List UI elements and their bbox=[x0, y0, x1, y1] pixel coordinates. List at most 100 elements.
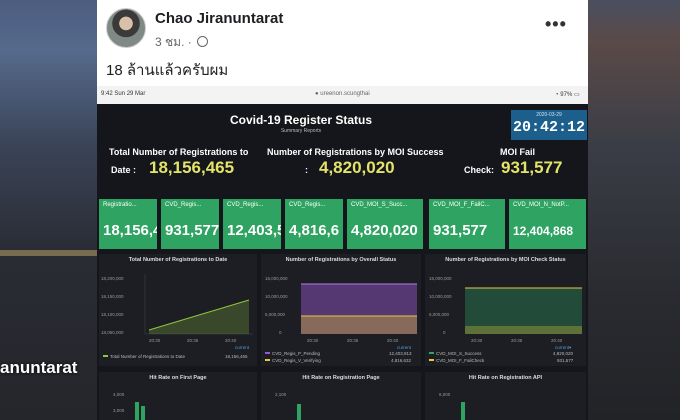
chart-hit-rate-registration-page: 2,100 bbox=[275, 392, 301, 420]
post-author[interactable]: Chao Jiranuntarat bbox=[155, 10, 284, 27]
panel-overall-status[interactable]: Number of Registrations by Overall Statu… bbox=[261, 254, 421, 366]
stat-moi-fail-label: MOI Fail bbox=[500, 147, 536, 157]
blurred-background-right bbox=[588, 0, 680, 420]
legend-swatch bbox=[265, 359, 270, 361]
clock-date: 2020-03-29 bbox=[536, 112, 562, 118]
legend-item: CVD_MOI_F_FailCheck bbox=[429, 358, 484, 363]
panel-moi-check-status[interactable]: Number of Registrations by MOI Check Sta… bbox=[425, 254, 586, 366]
legend-item: Total Number of Registrations to Date bbox=[103, 354, 185, 359]
facebook-post-card: Chao Jiranuntarat 3 ชม. · ••• 18 ล้านแล้… bbox=[97, 0, 588, 420]
series-verifying-area bbox=[301, 316, 417, 334]
legend-current-header: current bbox=[235, 345, 250, 350]
panel-total-registrations[interactable]: Total Number of Registrations to Date 18… bbox=[99, 254, 257, 366]
legend-swatch bbox=[265, 352, 270, 354]
blurred-background-stripe bbox=[0, 250, 97, 256]
legend-value: 12,403,913 bbox=[389, 351, 412, 356]
y-tick: 4,000 bbox=[113, 392, 125, 397]
stat-moi-fail-value: 931,577 bbox=[501, 158, 563, 177]
blurred-background-left bbox=[0, 0, 97, 420]
tile-cvd-regis-3[interactable]: CVD_Regis... 4,816,6 bbox=[285, 199, 343, 249]
legend-current-header[interactable]: current▾ bbox=[555, 345, 572, 350]
screenshot-image[interactable]: 9:42 Sun 29 Mar ● ureenon.scungthai ◔ 97… bbox=[97, 86, 588, 420]
y-tick: 15,000,000 bbox=[265, 276, 288, 281]
tile-label: CVD_Regis... bbox=[165, 202, 202, 208]
hit-bar bbox=[141, 406, 145, 420]
clock-time: 20:42:12 bbox=[512, 119, 585, 136]
tile-cvd-regis-2[interactable]: CVD_Regis... 12,403,5 bbox=[223, 199, 281, 249]
legend-value: 18,156,465 bbox=[225, 354, 248, 359]
status-battery: ◔ 97% ▭ bbox=[555, 92, 580, 98]
series-pending-area bbox=[301, 284, 417, 334]
status-time: 9:42 Sun 29 Mar bbox=[101, 91, 146, 97]
more-options-icon[interactable]: ••• bbox=[545, 14, 567, 34]
panel-title: Hit Rate on Registration API bbox=[468, 375, 543, 381]
hit-bar bbox=[297, 404, 301, 420]
panel-hit-rate-registration-api[interactable]: Hit Rate on Registration API 6,000 bbox=[425, 372, 586, 420]
legend-item: CVD_MOI_S_Success bbox=[429, 351, 482, 356]
panel-title: Total Number of Registrations to Date bbox=[128, 257, 228, 263]
tile-label: CVD_Regis... bbox=[227, 202, 264, 208]
x-tick: 20:35 bbox=[347, 338, 359, 343]
x-tick: 20:35 bbox=[511, 338, 523, 343]
series-fail-area bbox=[465, 326, 582, 334]
y-tick: 15,000,000 bbox=[429, 276, 452, 281]
stat-moi-fail-label-2: Check: bbox=[464, 165, 495, 175]
post-time-text: 3 ชม. · bbox=[155, 35, 192, 49]
tile-cvd-regis-1[interactable]: CVD_Regis... 931,577 bbox=[161, 199, 219, 249]
y-tick: 18,050,000 bbox=[101, 330, 124, 335]
tile-moi-not-processed[interactable]: CVD_MOI_N_NotP... 12,404,868 bbox=[509, 199, 586, 249]
x-tick: 20:35 bbox=[187, 338, 199, 343]
tile-value: 12,403,5 bbox=[227, 222, 281, 239]
panel-title: Hit Rate on First Page bbox=[149, 375, 207, 381]
globe-icon bbox=[197, 36, 209, 47]
x-tick: 20:30 bbox=[471, 338, 483, 343]
dashboard-subtitle: Summary Reports bbox=[280, 128, 322, 134]
tile-moi-success[interactable]: CVD_MOI_S_Succ... 4,820,020 bbox=[347, 199, 423, 249]
chart-moi-check-status: 15,000,000 10,000,000 5,000,000 0 20:30 … bbox=[429, 276, 582, 343]
tile-label: CVD_MOI_S_Succ... bbox=[351, 202, 408, 208]
legend-current-header: current bbox=[397, 345, 412, 350]
chart-hit-rate-registration-api: 6,000 bbox=[439, 392, 465, 420]
legend-swatch bbox=[103, 355, 108, 357]
y-tick: 18,150,000 bbox=[101, 294, 124, 299]
stat-total-label-2: Date : bbox=[111, 165, 137, 175]
panel-hit-rate-registration-page[interactable]: Hit Rate on Registration Page 2,100 bbox=[261, 372, 421, 420]
tile-label: CVD_Regis... bbox=[289, 202, 326, 208]
panel-hit-rate-first-page[interactable]: Hit Rate on First Page 4,000 3,000 bbox=[99, 372, 257, 420]
post-text: 18 ล้านแล้วครับผม bbox=[106, 62, 229, 79]
tile-label: CVD_MOI_F_FailC... bbox=[433, 202, 490, 208]
panel-title: Number of Registrations by Overall Statu… bbox=[285, 257, 397, 263]
stat-moi-success-label: Number of Registrations by MOI Success bbox=[267, 147, 444, 157]
y-tick: 10,000,000 bbox=[429, 294, 452, 299]
x-tick: 20:40 bbox=[225, 338, 237, 343]
tile-label: CVD_MOI_N_NotP... bbox=[513, 202, 569, 208]
author-avatar[interactable] bbox=[106, 8, 146, 48]
chart-overall-status: 15,000,000 10,000,000 5,000,000 0 20:30 … bbox=[265, 276, 417, 343]
tile-value: 4,816,6 bbox=[289, 222, 340, 239]
tile-registrations[interactable]: Registratio... 18,156,4 bbox=[99, 199, 157, 249]
y-tick: 3,000 bbox=[113, 408, 125, 413]
clock-panel: 2020-03-29 20:42:12 bbox=[511, 110, 587, 140]
stat-total-label: Total Number of Registrations to bbox=[109, 147, 249, 157]
legend-value: 4,816,632 bbox=[391, 358, 412, 363]
series-area bbox=[149, 300, 249, 334]
post-timestamp[interactable]: 3 ชม. · bbox=[155, 33, 209, 52]
stat-tiles: Registratio... 18,156,4 CVD_Regis... 931… bbox=[97, 199, 588, 249]
y-tick: 6,000 bbox=[439, 392, 451, 397]
status-url: ● ureenon.scungthai bbox=[315, 91, 370, 97]
hit-bar bbox=[461, 402, 465, 420]
dashboard-title: Covid-19 Register Status bbox=[229, 113, 373, 127]
tile-value: 18,156,4 bbox=[103, 222, 157, 239]
panel-title: Number of Registrations by MOI Check Sta… bbox=[445, 257, 566, 263]
tv-overlay-name: anuntarat bbox=[0, 358, 78, 377]
tile-moi-fail[interactable]: CVD_MOI_F_FailC... 931,577 bbox=[429, 199, 505, 249]
legend-value: 4,820,020 bbox=[553, 351, 574, 356]
legend-swatch bbox=[429, 359, 434, 361]
y-tick: 5,000,000 bbox=[265, 312, 286, 317]
y-tick: 18,100,000 bbox=[101, 312, 124, 317]
x-tick: 20:40 bbox=[387, 338, 399, 343]
hit-bar bbox=[135, 402, 139, 420]
y-tick: 10,000,000 bbox=[265, 294, 288, 299]
phone-status-bar: 9:42 Sun 29 Mar ● ureenon.scungthai ◔ 97… bbox=[97, 86, 588, 104]
legend-item: CVD_Regis_V_Verifying bbox=[265, 358, 321, 363]
